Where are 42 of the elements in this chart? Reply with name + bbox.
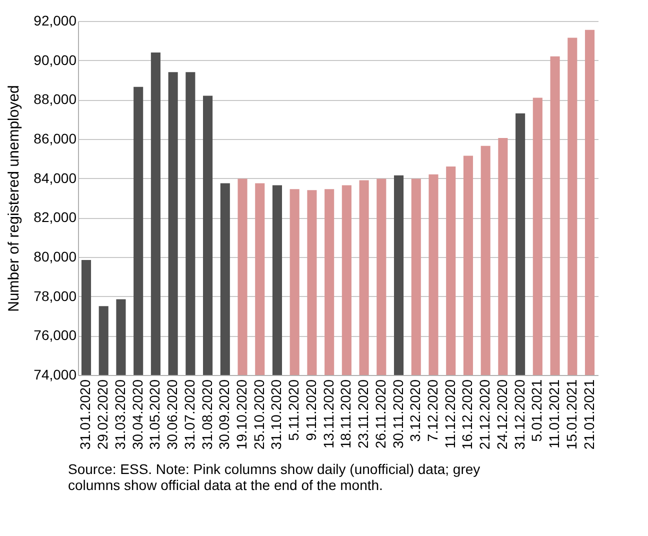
x-tick-label: 30.06.2020 — [164, 379, 180, 450]
x-tick-label: 26.11.2020 — [372, 379, 388, 449]
x-tick-label: 31.07.2020 — [181, 379, 198, 450]
y-tick-label: 92,000 — [34, 12, 77, 28]
y-tick-label: 76,000 — [34, 327, 77, 344]
x-tick-label: 30.11.2020 — [390, 379, 406, 449]
x-tick-label: 31.10.2020 — [268, 379, 284, 450]
x-tick-label: 31.12.2020 — [511, 379, 528, 450]
x-tick-label: 31.01.2020 — [77, 379, 94, 450]
x-tick-label: 24.12.2020 — [494, 379, 510, 450]
y-tick-label: 86,000 — [34, 130, 77, 146]
y-tick-label: 82,000 — [34, 209, 77, 226]
x-tick-label: 19.10.2020 — [234, 379, 250, 450]
x-tick-label: 31.03.2020 — [112, 379, 128, 450]
y-tick-label: 80,000 — [34, 248, 77, 264]
x-tick-label: 9.11.2020 — [302, 379, 319, 441]
x-tick-label: 30.09.2020 — [216, 379, 232, 450]
x-tick-label: 23.11.2020 — [355, 379, 372, 449]
x-tick-label: 3.12.2020 — [407, 379, 424, 442]
x-tick-label: 29.02.2020 — [94, 379, 111, 450]
x-tick-label: 21.12.2020 — [476, 379, 493, 450]
x-tick-label: 21.01.2021 — [580, 379, 597, 450]
x-tick-label: 5.01.2021 — [528, 379, 545, 442]
x-tick-label: 18.11.2020 — [338, 379, 354, 449]
x-tick-label: 31.05.2020 — [146, 379, 163, 450]
x-tick-label: 16.12.2020 — [459, 379, 476, 450]
x-tick-label: 5.11.2020 — [286, 379, 302, 441]
x-tick-label: 31.08.2020 — [198, 379, 215, 450]
x-tick-label: 11.01.2021 — [546, 379, 562, 449]
y-tick-label: 84,000 — [34, 170, 77, 186]
x-tick-label: 13.11.2020 — [320, 379, 336, 449]
y-axis-title: Number of registered unemployed — [6, 85, 23, 312]
y-tick-label: 88,000 — [34, 91, 77, 108]
x-tick-label: 15.01.2021 — [563, 379, 580, 450]
source-note: Source: ESS. Note: Pink columns show daily (unofficial) data; grey columns show official data at the end of the month. — [68, 461, 480, 494]
y-tick-label: 78,000 — [34, 288, 77, 304]
y-tick-label: 90,000 — [34, 52, 77, 68]
x-tick-label: 11.12.2020 — [442, 379, 458, 449]
x-tick-label: 25.10.2020 — [250, 379, 267, 450]
x-tick-label: 7.12.2020 — [424, 379, 440, 442]
x-tick-label: 30.04.2020 — [129, 379, 146, 450]
y-tick-label: 74,000 — [34, 366, 77, 382]
